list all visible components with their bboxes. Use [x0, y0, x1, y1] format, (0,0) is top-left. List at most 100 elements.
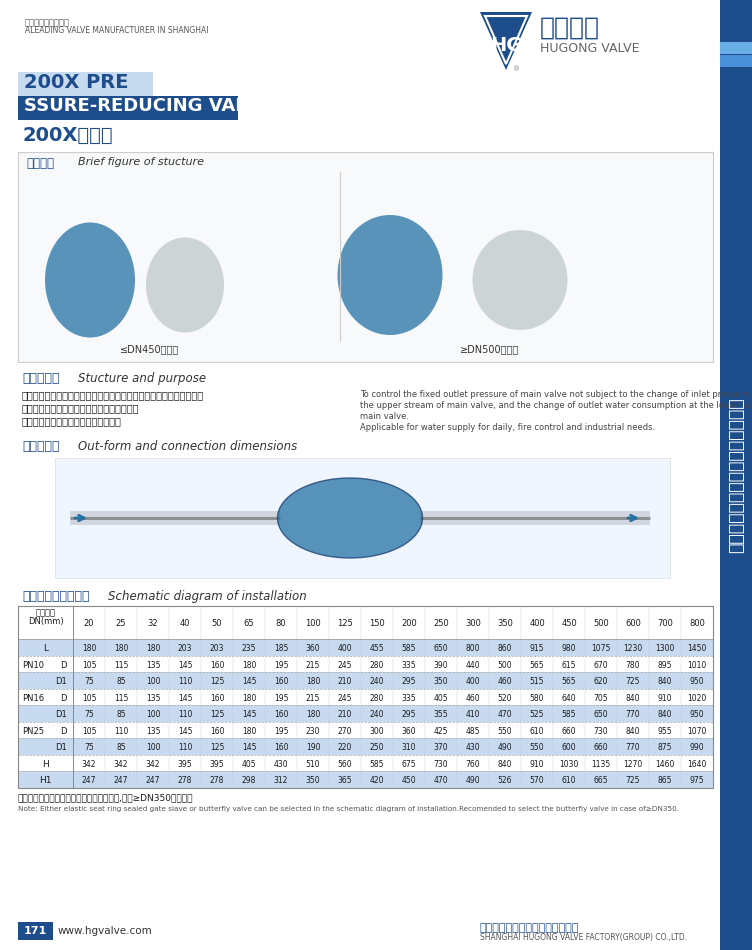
- Text: 405: 405: [434, 694, 448, 703]
- Text: 上海沪工阀门厂（集团）有限公司: 上海沪工阀门厂（集团）有限公司: [727, 397, 745, 553]
- Text: D: D: [60, 727, 67, 735]
- Text: 100: 100: [146, 711, 160, 719]
- Polygon shape: [480, 12, 532, 70]
- Text: 1450: 1450: [687, 644, 707, 654]
- Text: 450: 450: [561, 619, 577, 629]
- Text: 310: 310: [402, 743, 417, 752]
- Text: D1: D1: [55, 711, 67, 719]
- Text: 105: 105: [82, 727, 96, 735]
- Text: 440: 440: [465, 661, 481, 670]
- Text: 180: 180: [242, 661, 256, 670]
- Text: 215: 215: [306, 661, 320, 670]
- Text: 770: 770: [626, 711, 640, 719]
- Text: 安装示意图: 安装示意图: [22, 440, 59, 453]
- Text: To control the fixed outlet pressure of main valve not subject to the change of : To control the fixed outlet pressure of …: [360, 390, 752, 399]
- Text: 1010: 1010: [687, 661, 707, 670]
- Text: 145: 145: [177, 694, 193, 703]
- Text: 405: 405: [241, 760, 256, 769]
- Text: 410: 410: [465, 711, 481, 719]
- Text: 430: 430: [465, 743, 481, 752]
- Text: 550: 550: [529, 743, 544, 752]
- Text: 1075: 1075: [591, 644, 611, 654]
- Text: 185: 185: [274, 644, 288, 654]
- Text: 105: 105: [82, 661, 96, 670]
- Text: 500: 500: [498, 661, 512, 670]
- FancyBboxPatch shape: [18, 771, 713, 788]
- Text: 可用于生活给水消防及工业给水系统。: 可用于生活给水消防及工业给水系统。: [22, 416, 122, 426]
- Text: 615: 615: [562, 661, 576, 670]
- Text: 350: 350: [497, 619, 513, 629]
- Text: 195: 195: [274, 661, 288, 670]
- Text: 360: 360: [305, 644, 320, 654]
- Text: 1030: 1030: [559, 760, 579, 769]
- Text: SSURE-REDUCING VALVE: SSURE-REDUCING VALVE: [24, 97, 270, 115]
- Text: 1070: 1070: [687, 727, 707, 735]
- Text: 295: 295: [402, 677, 417, 686]
- FancyBboxPatch shape: [18, 656, 713, 672]
- Text: 400: 400: [529, 619, 545, 629]
- Text: 沪工阀门: 沪工阀门: [540, 16, 600, 40]
- Text: 270: 270: [338, 727, 352, 735]
- Text: 730: 730: [593, 727, 608, 735]
- Text: 600: 600: [625, 619, 641, 629]
- Text: 180: 180: [82, 644, 96, 654]
- FancyBboxPatch shape: [720, 42, 752, 54]
- Text: 580: 580: [529, 694, 544, 703]
- Text: 50: 50: [212, 619, 223, 629]
- Text: 180: 180: [146, 644, 160, 654]
- Text: 395: 395: [177, 760, 193, 769]
- Text: 结构及用途: 结构及用途: [22, 372, 59, 385]
- Text: 195: 195: [274, 727, 288, 735]
- Text: 160: 160: [210, 727, 224, 735]
- Text: ®: ®: [513, 66, 520, 72]
- Text: 247: 247: [146, 776, 160, 786]
- Text: 280: 280: [370, 661, 384, 670]
- Ellipse shape: [45, 222, 135, 337]
- Text: PN10: PN10: [22, 661, 44, 670]
- Text: 585: 585: [562, 711, 576, 719]
- Text: 675: 675: [402, 760, 417, 769]
- Text: 665: 665: [593, 776, 608, 786]
- Ellipse shape: [472, 230, 568, 330]
- Text: 365: 365: [338, 776, 353, 786]
- Text: 660: 660: [593, 743, 608, 752]
- Text: 600: 600: [562, 743, 576, 752]
- Text: D1: D1: [55, 743, 67, 752]
- Text: 上海沪工阀门厂（集团）有限公司: 上海沪工阀门厂（集团）有限公司: [480, 923, 579, 933]
- Text: 110: 110: [114, 727, 128, 735]
- Text: 203: 203: [210, 644, 224, 654]
- Text: 125: 125: [210, 677, 224, 686]
- Text: 200X PRE: 200X PRE: [24, 73, 129, 92]
- FancyBboxPatch shape: [18, 606, 713, 639]
- Text: 210: 210: [338, 677, 352, 686]
- Text: 390: 390: [434, 661, 448, 670]
- Text: 115: 115: [114, 661, 128, 670]
- Text: 150: 150: [369, 619, 385, 629]
- Text: 515: 515: [529, 677, 544, 686]
- Text: 430: 430: [274, 760, 288, 769]
- Text: 1230: 1230: [623, 644, 643, 654]
- Text: 342: 342: [114, 760, 129, 769]
- Text: 278: 278: [210, 776, 224, 786]
- FancyBboxPatch shape: [18, 738, 713, 754]
- Text: 195: 195: [274, 694, 288, 703]
- Text: 250: 250: [433, 619, 449, 629]
- Text: 460: 460: [498, 677, 512, 686]
- Text: 295: 295: [402, 711, 417, 719]
- Text: 650: 650: [593, 711, 608, 719]
- Text: 975: 975: [690, 776, 705, 786]
- Text: 145: 145: [241, 711, 256, 719]
- Text: 705: 705: [593, 694, 608, 703]
- Text: 485: 485: [465, 727, 481, 735]
- Text: 550: 550: [498, 727, 512, 735]
- Text: 160: 160: [210, 694, 224, 703]
- Text: 490: 490: [465, 776, 481, 786]
- Text: 895: 895: [658, 661, 672, 670]
- FancyBboxPatch shape: [55, 458, 670, 578]
- Text: D: D: [60, 661, 67, 670]
- Text: 240: 240: [370, 711, 384, 719]
- FancyBboxPatch shape: [18, 689, 713, 705]
- Text: 1020: 1020: [687, 694, 707, 703]
- Text: 342: 342: [146, 760, 160, 769]
- Text: 注：安装示意图中弹性座封闸阀或蝶阀任选,建议≥DN350选蝶阀。: 注：安装示意图中弹性座封闸阀或蝶阀任选,建议≥DN350选蝶阀。: [18, 793, 193, 803]
